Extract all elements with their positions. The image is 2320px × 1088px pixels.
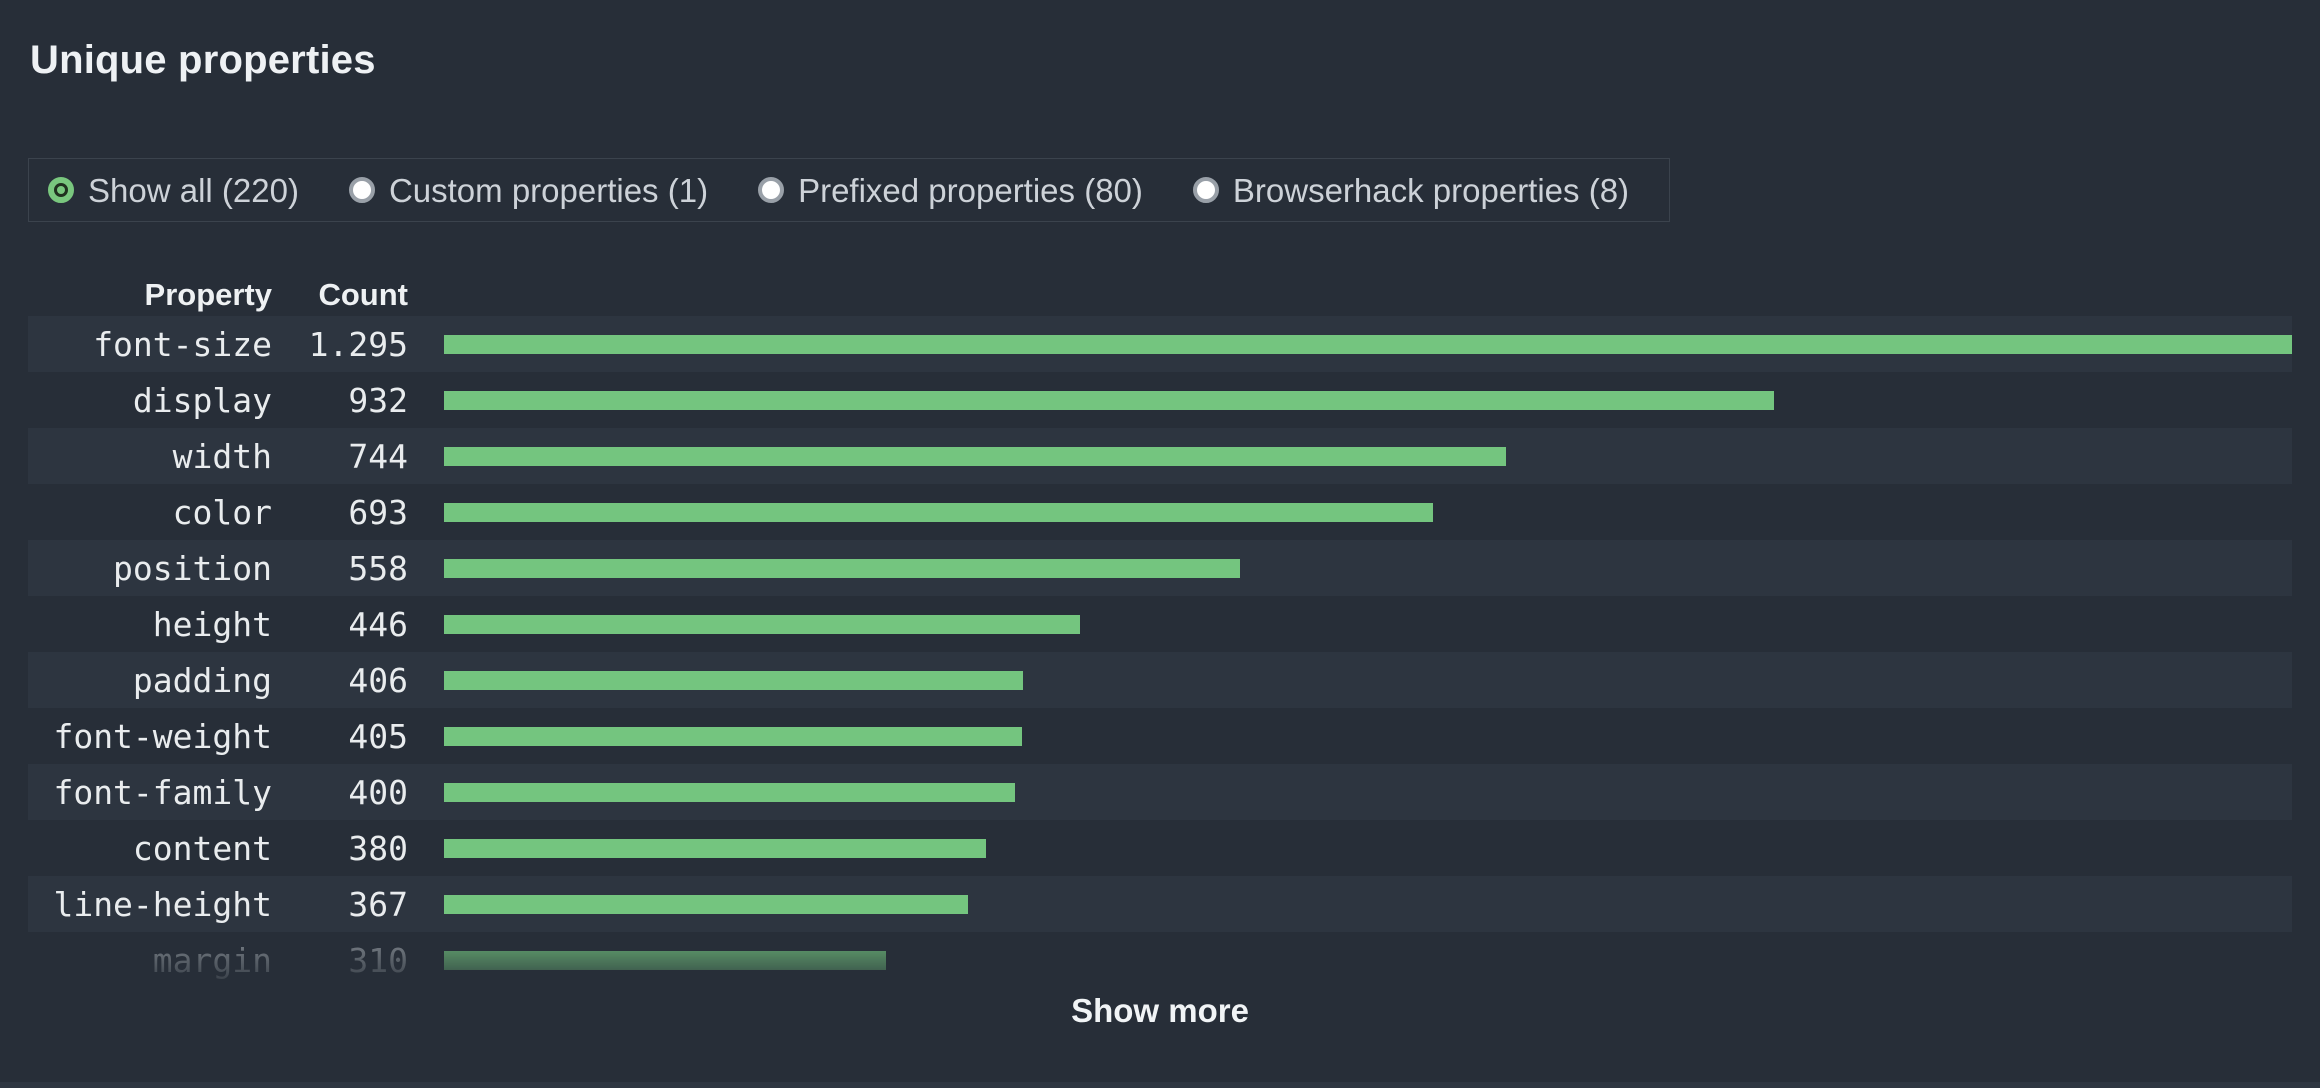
table-row: width 744	[28, 428, 2292, 484]
count-bar	[444, 838, 987, 858]
bar-track	[408, 596, 2292, 652]
count-bar	[444, 502, 1433, 522]
property-name: padding	[132, 660, 272, 700]
column-header-property: Property	[144, 277, 272, 312]
radio-unselected-icon[interactable]	[348, 177, 375, 203]
property-count: 400	[348, 772, 408, 812]
bar-track	[408, 372, 2292, 428]
property-count: 310	[348, 940, 408, 980]
radio-unselected-icon[interactable]	[758, 177, 785, 203]
bar-track	[408, 876, 2292, 932]
bar-track	[408, 652, 2292, 708]
property-count: 744	[348, 436, 408, 476]
count-bar	[444, 670, 1024, 690]
bar-track	[408, 820, 2292, 876]
bar-track	[408, 764, 2292, 820]
filter-option[interactable]: Browserhack properties (8)	[1192, 171, 1630, 209]
property-count: 380	[348, 828, 408, 868]
table-row: line-height 367	[28, 876, 2292, 932]
bar-track	[408, 708, 2292, 764]
table-row: display 932	[28, 372, 2292, 428]
bar-track	[408, 932, 2292, 988]
filter-option-label[interactable]: Prefixed properties (80)	[798, 171, 1143, 209]
count-bar	[444, 446, 1506, 466]
count-bar	[444, 334, 2292, 354]
table-row: font-weight 405	[28, 708, 2292, 764]
table-row: content 380	[28, 820, 2292, 876]
property-name: font-family	[53, 772, 272, 812]
property-count: 558	[348, 548, 408, 588]
filter-option[interactable]: Custom properties (1)	[348, 171, 709, 209]
property-name: content	[132, 828, 272, 868]
property-name: display	[132, 380, 272, 420]
property-name: color	[172, 492, 272, 532]
count-bar	[444, 558, 1241, 578]
table-row: color 693	[28, 484, 2292, 540]
count-bar	[444, 894, 968, 914]
property-count: 405	[348, 716, 408, 756]
table-row: padding 406	[28, 652, 2292, 708]
bar-track	[408, 428, 2292, 484]
properties-bar-chart: font-size 1.295 display 932 width 744 color 693…	[28, 316, 2292, 988]
property-name: height	[152, 604, 272, 644]
show-more-button[interactable]: Show more	[1071, 992, 1249, 1029]
property-name: width	[172, 436, 272, 476]
property-count: 367	[348, 884, 408, 924]
count-bar	[444, 782, 1015, 802]
count-bar	[444, 950, 887, 970]
page-title: Unique properties	[30, 38, 376, 82]
section-divider	[0, 1082, 2320, 1088]
table-header-row: Property Count	[28, 270, 2292, 316]
bar-track	[408, 316, 2292, 372]
table-row: font-size 1.295	[28, 316, 2292, 372]
property-name: line-height	[53, 884, 272, 924]
property-count: 932	[348, 380, 408, 420]
column-header-count: Count	[318, 277, 408, 312]
filter-option[interactable]: Prefixed properties (80)	[758, 174, 1143, 207]
table-row: font-family 400	[28, 764, 2292, 820]
count-bar	[444, 614, 1081, 634]
count-bar	[444, 390, 1774, 410]
property-count: 446	[348, 604, 408, 644]
filter-option-label[interactable]: Show all (220)	[88, 171, 299, 209]
table-row: margin 310	[28, 932, 2292, 988]
filter-option[interactable]: Show all (220)	[48, 174, 299, 207]
bar-track	[408, 540, 2292, 596]
filter-option-label[interactable]: Browserhack properties (8)	[1232, 171, 1630, 209]
radio-unselected-icon[interactable]	[1192, 177, 1219, 203]
radio-selected-icon[interactable]	[48, 177, 74, 203]
filter-radio-group: Show all (220) Custom properties (1) Prefi…	[28, 158, 1670, 222]
property-name: font-size	[93, 324, 272, 364]
filter-option-label[interactable]: Custom properties (1)	[388, 171, 709, 209]
property-count: 1.295	[308, 324, 408, 364]
table-row: height 446	[28, 596, 2292, 652]
count-bar	[444, 726, 1022, 746]
property-count: 693	[348, 492, 408, 532]
bar-track	[408, 484, 2292, 540]
property-name: position	[113, 548, 272, 588]
property-name: margin	[152, 940, 272, 980]
property-count: 406	[348, 660, 408, 700]
property-name: font-weight	[53, 716, 272, 756]
table-row: position 558	[28, 540, 2292, 596]
unique-properties-panel: Unique properties Show all (220) Custom p…	[28, 38, 2292, 1029]
